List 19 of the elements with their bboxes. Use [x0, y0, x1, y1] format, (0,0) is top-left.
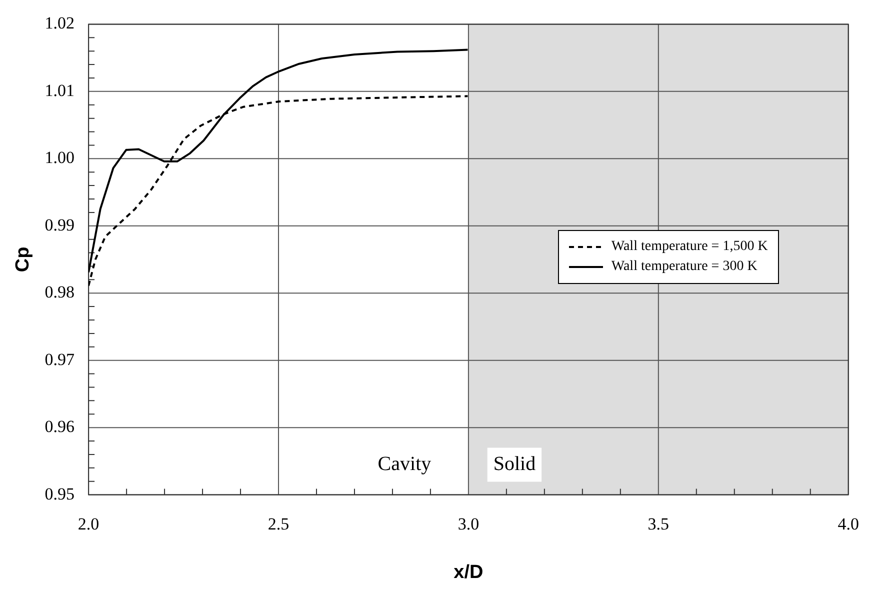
- legend-label: Wall temperature = 1,500 K: [611, 238, 768, 256]
- band-label: Solid: [493, 453, 536, 476]
- y-tick-label: 1.02: [44, 14, 75, 33]
- y-tick-label: 0.97: [44, 350, 76, 369]
- y-tick-label: 1.00: [44, 148, 75, 168]
- y-axis-title: Cp: [12, 246, 34, 272]
- legend-label: Wall temperature = 300 K: [611, 258, 758, 276]
- y-tick-label: 1.01: [44, 80, 75, 100]
- x-tick-label: 2.5: [268, 514, 290, 534]
- x-tick-label: 4.0: [838, 514, 859, 534]
- y-tick-label: 0.99: [44, 215, 75, 234]
- x-tick-label: 2.0: [78, 514, 100, 534]
- y-tick-label: 0.96: [44, 417, 75, 436]
- x-axis-title: x/D: [454, 562, 484, 583]
- x-tick-label: 3.5: [648, 514, 670, 534]
- x-tick-label: 3.0: [458, 514, 480, 534]
- y-tick-label: 0.98: [44, 282, 75, 302]
- y-tick-label: 0.95: [44, 484, 75, 504]
- annotation: Cavity: [378, 453, 432, 476]
